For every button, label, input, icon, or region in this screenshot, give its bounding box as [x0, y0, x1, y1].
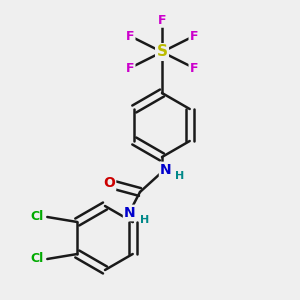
Text: S: S	[157, 44, 167, 59]
Text: N: N	[124, 206, 136, 220]
Text: F: F	[126, 61, 134, 74]
Text: H: H	[140, 215, 149, 225]
Text: F: F	[190, 61, 198, 74]
Text: Cl: Cl	[31, 211, 44, 224]
Text: O: O	[103, 176, 115, 190]
Text: H: H	[175, 171, 184, 181]
Text: F: F	[190, 29, 198, 43]
Text: F: F	[158, 14, 166, 26]
Text: Cl: Cl	[31, 253, 44, 266]
Text: N: N	[160, 163, 172, 177]
Text: F: F	[126, 29, 134, 43]
